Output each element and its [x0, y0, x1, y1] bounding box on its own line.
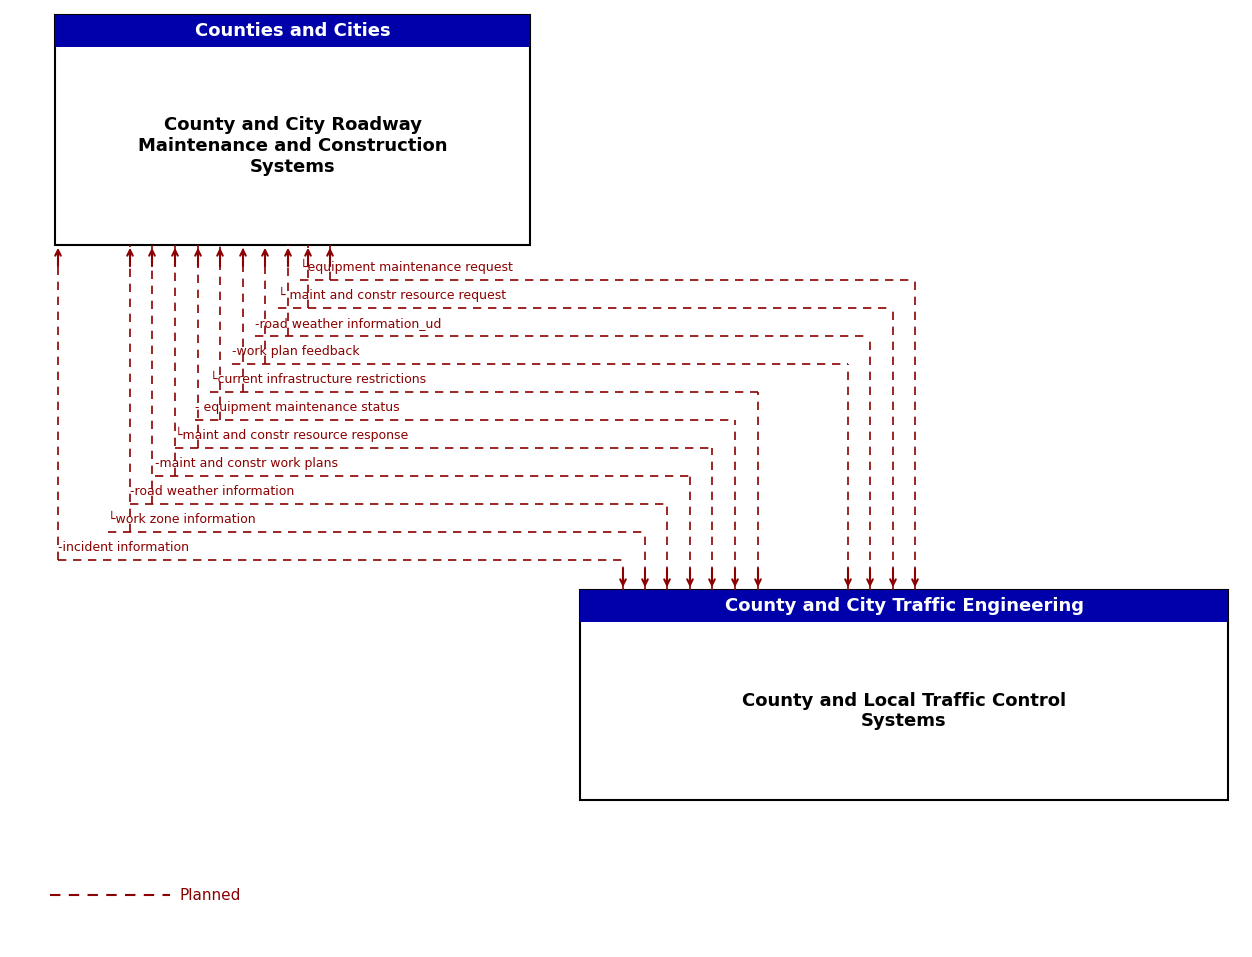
Text: -road weather information_ud: -road weather information_ud	[255, 318, 442, 330]
Text: └work zone information: └work zone information	[108, 513, 255, 526]
Text: └ maint and constr resource request: └ maint and constr resource request	[278, 287, 506, 302]
Text: └current infrastructure restrictions: └current infrastructure restrictions	[210, 373, 426, 387]
Text: Counties and Cities: Counties and Cities	[195, 22, 391, 40]
Text: County and City Traffic Engineering: County and City Traffic Engineering	[725, 597, 1083, 615]
Text: Planned: Planned	[180, 887, 242, 902]
Text: └equipment maintenance request: └equipment maintenance request	[300, 259, 513, 275]
Text: -work plan feedback: -work plan feedback	[232, 345, 359, 358]
Text: County and City Roadway
Maintenance and Construction
Systems: County and City Roadway Maintenance and …	[138, 116, 447, 176]
Text: -road weather information: -road weather information	[130, 485, 294, 499]
Bar	[580, 590, 1228, 622]
Bar	[55, 15, 530, 245]
Text: County and Local Traffic Control
Systems: County and Local Traffic Control Systems	[742, 692, 1065, 730]
Bar	[580, 590, 1228, 800]
Bar	[55, 15, 530, 47]
Text: -maint and constr work plans: -maint and constr work plans	[155, 457, 338, 470]
Text: -incident information: -incident information	[58, 542, 189, 554]
Text: └maint and constr resource response: └maint and constr resource response	[175, 427, 408, 442]
Text: - equipment maintenance status: - equipment maintenance status	[195, 401, 399, 414]
